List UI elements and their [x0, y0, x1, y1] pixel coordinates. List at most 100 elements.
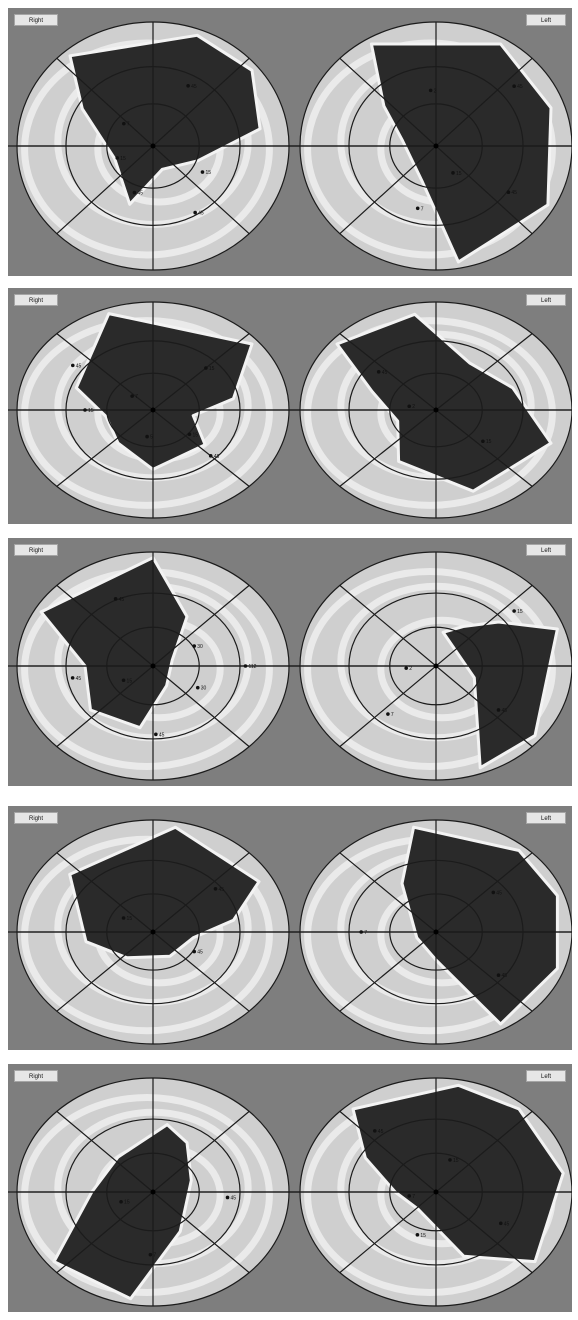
- isopter-label: 45: [197, 950, 203, 956]
- isopter-point: [130, 394, 134, 398]
- isopter-point: [415, 1233, 420, 1237]
- dark-defect-region: [74, 312, 254, 471]
- isopter-point: [83, 408, 87, 412]
- right-eye-field-map: 15 45 7: [8, 1077, 301, 1307]
- isopter-label: 45: [76, 363, 82, 369]
- left-eye-field-map: 45 15 7 45 15: [288, 1077, 572, 1307]
- left-eye-label: Left: [526, 544, 566, 556]
- isopter-label: 2: [434, 88, 437, 94]
- left-eye-field-map: 45 7 45: [288, 819, 572, 1045]
- isopter-label: 7: [135, 394, 138, 400]
- right-eye-field-map: 45 15 7 15 5 15 45: [8, 301, 301, 519]
- polar-maps: 15 45 7 45 15 7 45 15: [8, 1077, 572, 1307]
- isopter-label: 45: [191, 84, 197, 90]
- isopter-label: 2: [412, 404, 415, 410]
- dark-defect-region: [68, 33, 262, 206]
- isopter-point: [121, 916, 126, 920]
- isopter-point: [496, 708, 501, 712]
- isopter-label: 45: [378, 1129, 384, 1135]
- isopter-point: [481, 439, 485, 444]
- isopter-point: [148, 1252, 153, 1257]
- fixation-point: [150, 407, 156, 413]
- fixation-point: [433, 663, 439, 669]
- isopter-label: 112: [248, 664, 256, 670]
- isopter-point: [122, 121, 126, 126]
- left-eye-label: Left: [526, 812, 566, 824]
- isopter-label: 45: [504, 1221, 510, 1227]
- visual-field-panel-5: 15 45 7 45 15 7 45 15 Right Left: [8, 1064, 572, 1312]
- fixation-point: [150, 143, 156, 149]
- visual-field-panel-4: 45 15 45 45 7 45 Right Left: [8, 806, 572, 1050]
- polar-maps: 45 7 15 45 15 45 2 45 15 45 7: [8, 21, 572, 271]
- isopter-point: [415, 206, 420, 211]
- isopter-label: 7: [153, 1253, 156, 1259]
- isopter-point: [145, 434, 149, 439]
- isopter-point: [428, 88, 433, 93]
- isopter-label: 5: [150, 435, 153, 441]
- isopter-point: [195, 685, 200, 690]
- visual-field-panel-1: 45 7 15 45 15 45 2 45 15 45 7 Right Left: [8, 8, 572, 276]
- isopter-label: 15: [124, 1200, 130, 1206]
- isopter-point: [373, 1129, 377, 1133]
- right-eye-field-map: 45 15 45: [8, 819, 301, 1045]
- right-eye-label: Right: [14, 294, 58, 306]
- fixation-point: [150, 929, 156, 935]
- isopter-label: 45: [214, 454, 220, 460]
- isopter-point: [70, 676, 75, 680]
- isopter-label: 15: [192, 432, 198, 438]
- isopter-point: [193, 210, 197, 215]
- isopter-point: [113, 597, 118, 601]
- isopter-label: 30: [201, 686, 207, 692]
- isopter-label: 7: [421, 206, 424, 212]
- left-eye-field-map: 45 2 15: [288, 301, 572, 519]
- isopter-point: [187, 432, 192, 437]
- left-eye-field-map: 15 2 7 45: [288, 551, 572, 781]
- isopter-point: [119, 1199, 123, 1204]
- isopter-label: 15: [127, 678, 133, 684]
- isopter-label: 15: [486, 439, 492, 445]
- isopter-point: [70, 363, 75, 368]
- isopter-label: 45: [231, 1195, 237, 1201]
- isopter-label: 15: [120, 156, 126, 162]
- isopter-point: [407, 1194, 412, 1198]
- isopter-point: [154, 732, 158, 737]
- isopter-point: [186, 83, 190, 88]
- left-eye-field-map: 2 45 15 45 7: [288, 21, 572, 271]
- isopter-point: [192, 949, 197, 954]
- isopter-point: [376, 370, 381, 374]
- isopter-point: [208, 454, 213, 458]
- isopter-label: 45: [198, 211, 204, 217]
- isopter-label: 45: [382, 370, 388, 376]
- isopter-point: [491, 890, 496, 895]
- polar-maps: 45 15 45 45 7 45: [8, 819, 572, 1045]
- fixation-point: [150, 663, 156, 669]
- isopter-label: 45: [502, 708, 508, 714]
- isopter-label: 15: [453, 1158, 459, 1164]
- isopter-label: 45: [511, 190, 517, 196]
- fixation-point: [433, 407, 439, 413]
- isopter-label: 45: [76, 676, 82, 682]
- isopter-point: [451, 171, 455, 175]
- right-eye-label: Right: [14, 812, 58, 824]
- isopter-point: [407, 404, 412, 409]
- right-eye-label: Right: [14, 1070, 58, 1082]
- polar-maps: 45 15 7 15 5 15 45 45 2 15: [8, 301, 572, 519]
- left-eye-label: Left: [526, 294, 566, 306]
- isopter-label: 7: [391, 712, 394, 718]
- isopter-point: [448, 1158, 452, 1162]
- isopter-point: [243, 664, 248, 668]
- visual-field-panel-3: 45 30 15 45 30 112 45 15 2 7 45 Right Left: [8, 538, 572, 786]
- fixation-point: [150, 1189, 156, 1195]
- isopter-point: [200, 170, 205, 174]
- isopter-label: 15: [456, 171, 462, 177]
- isopter-point: [512, 84, 516, 89]
- isopter-point: [121, 678, 126, 683]
- fixation-point: [433, 143, 439, 149]
- isopter-point: [512, 609, 516, 613]
- right-eye-field-map: 45 30 15 45 30 112 45: [8, 551, 301, 781]
- isopter-label: 15: [205, 170, 211, 176]
- isopter-point: [359, 930, 364, 934]
- isopter-label: 15: [209, 366, 215, 372]
- right-eye-label: Right: [14, 14, 58, 26]
- isopter-point: [225, 1195, 230, 1200]
